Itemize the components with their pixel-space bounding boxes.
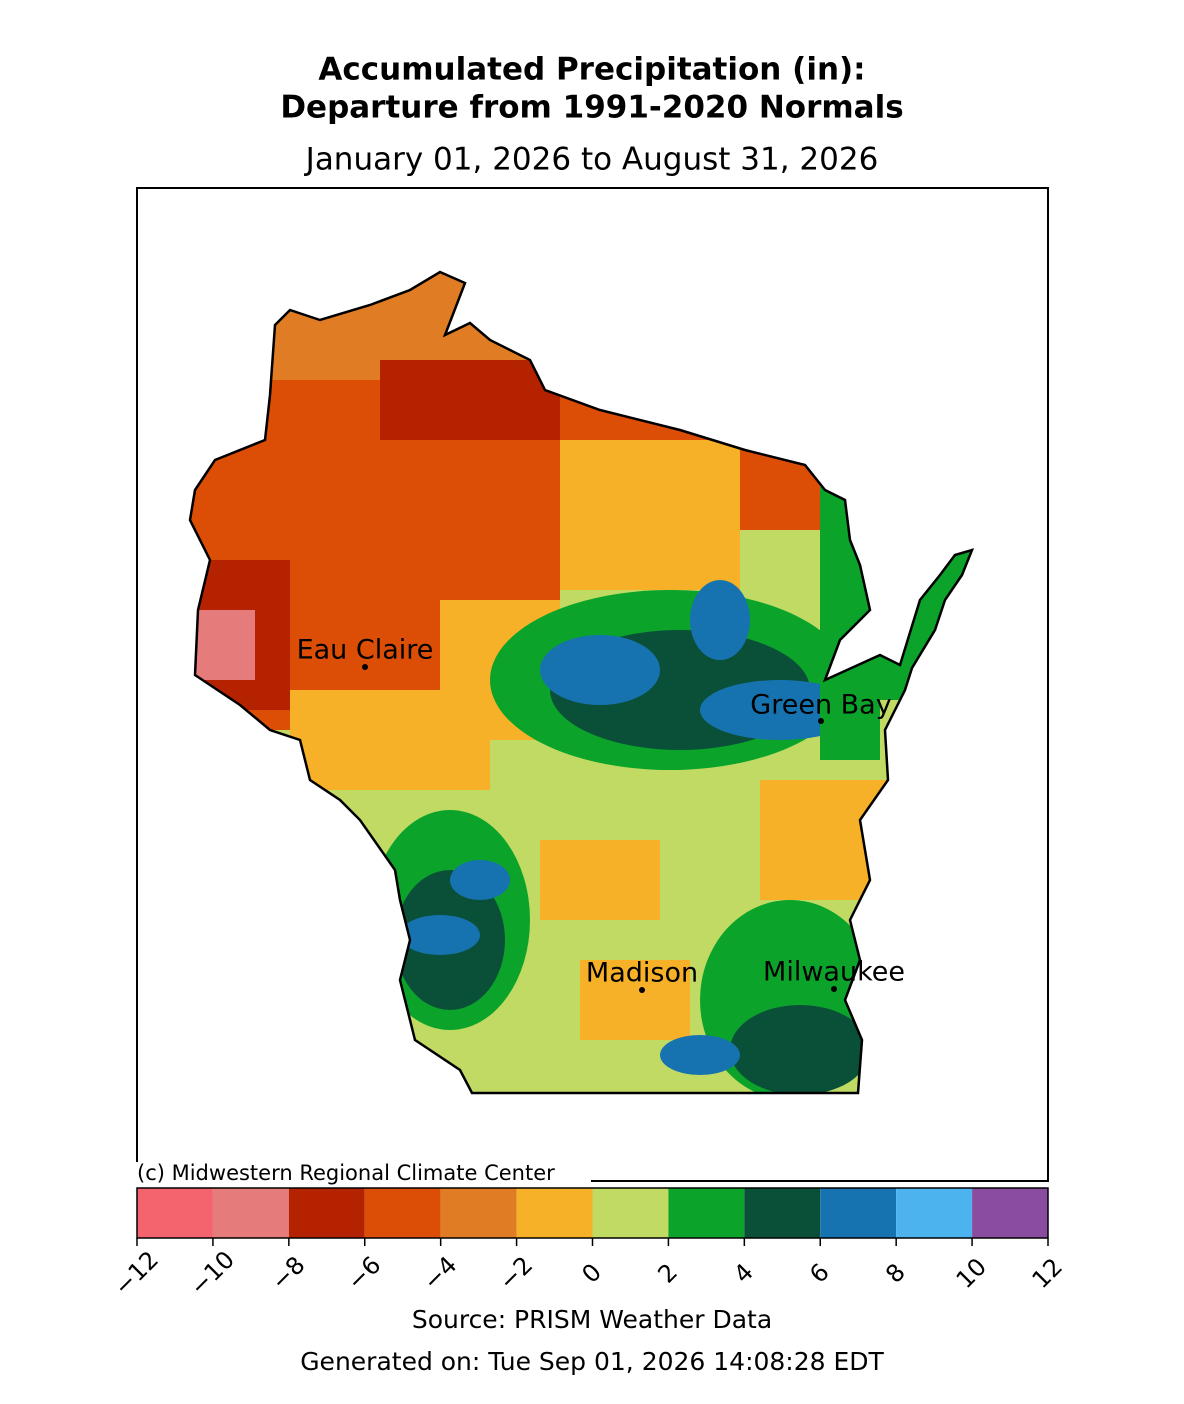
city-dot: [818, 718, 824, 724]
colorbar-bin: [137, 1188, 213, 1238]
city-label: Green Bay: [750, 690, 891, 721]
colorbar-tick-label: −2: [493, 1251, 538, 1296]
colorbar-bin: [212, 1188, 289, 1238]
map-frame: [136, 187, 1049, 1182]
colorbar-bin: [440, 1188, 517, 1238]
colorbar: −12 −10 −8 −6 −4 −2 0 2 4 6 8 10 12: [108, 1187, 1068, 1301]
colorbar-tick-label: −8: [266, 1251, 311, 1296]
source: Source: PRISM Weather Data: [412, 1305, 772, 1334]
colorbar-bin: [744, 1188, 821, 1238]
colorbar-tick-label: −4: [418, 1251, 463, 1296]
title: Accumulated Precipitation (in):: [318, 52, 865, 88]
credit: (c) Midwestern Regional Climate Center: [137, 1161, 555, 1185]
colorbar-tick-label: 8: [880, 1258, 911, 1289]
colorbar-tick-label: 12: [1027, 1253, 1068, 1294]
colorbar-tick-label: 10: [951, 1253, 992, 1294]
title: Departure from 1991-2020 Normals: [280, 90, 903, 126]
colorbar-tick-label: 4: [728, 1258, 759, 1289]
city-dot: [831, 986, 837, 992]
city-markers: Eau Claire Green Bay Madison Milwaukee: [297, 635, 905, 993]
colorbar-bin: [592, 1188, 669, 1238]
colorbar-bin: [516, 1188, 593, 1238]
colorbar-bin: [820, 1188, 897, 1238]
generated: Generated on: Tue Sep 01, 2026 14:08:28 …: [300, 1347, 884, 1376]
city-dot: [639, 987, 645, 993]
colorbar-tick-label: 2: [652, 1258, 683, 1289]
colorbar-bin: [972, 1188, 1048, 1238]
colorbar-tick-label: 0: [576, 1258, 607, 1289]
city-dot: [362, 664, 368, 670]
colorbar-bin: [896, 1188, 973, 1238]
colorbar-tick-label: −6: [342, 1251, 387, 1296]
subtitle: January 01, 2026 to August 31, 2026: [304, 142, 879, 178]
colorbar-tick-label: 6: [804, 1258, 835, 1289]
colorbar-bin: [288, 1188, 365, 1238]
credit-backdrop: [135, 1162, 591, 1184]
city-label: Eau Claire: [297, 635, 434, 666]
city-label: Madison: [586, 958, 698, 989]
colorbar-tick-label: −10: [184, 1245, 240, 1301]
city-label: Milwaukee: [763, 957, 905, 988]
colorbar-bin: [364, 1188, 441, 1238]
colorbar-bin: [668, 1188, 745, 1238]
colorbar-tick-label: −12: [108, 1245, 164, 1301]
